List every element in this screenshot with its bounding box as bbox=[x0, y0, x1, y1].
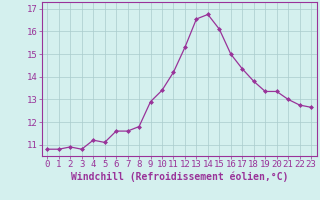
X-axis label: Windchill (Refroidissement éolien,°C): Windchill (Refroidissement éolien,°C) bbox=[70, 172, 288, 182]
